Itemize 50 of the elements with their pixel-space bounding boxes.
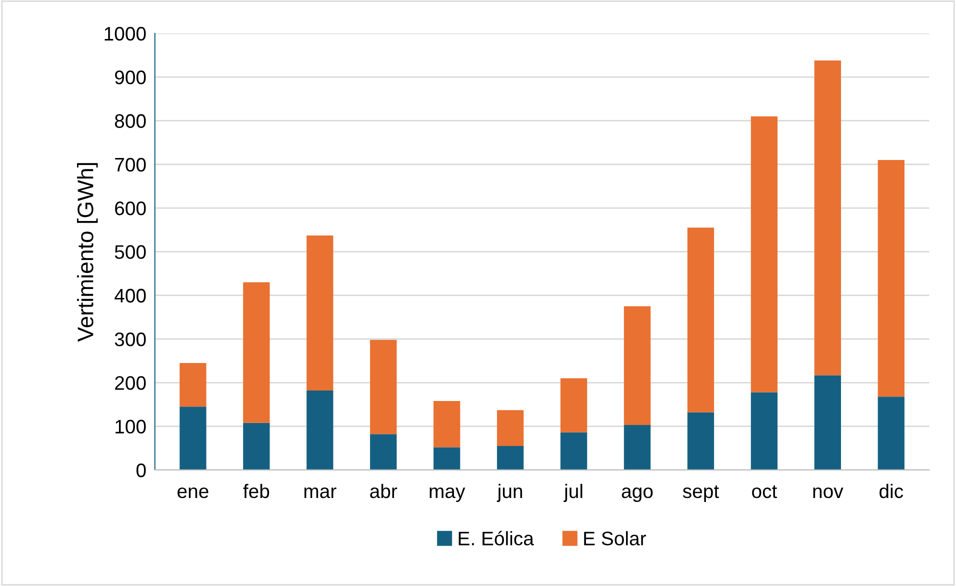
y-tick-label: 500 bbox=[114, 245, 146, 259]
bar bbox=[814, 60, 842, 376]
bar bbox=[370, 340, 397, 434]
bar bbox=[306, 390, 334, 470]
bar bbox=[624, 425, 651, 470]
y-tick-label: 600 bbox=[115, 202, 146, 216]
x-tick-label: feb bbox=[243, 484, 270, 498]
y-tick-label: 100 bbox=[116, 420, 146, 434]
y-tick-label: 400 bbox=[114, 288, 146, 303]
bar bbox=[878, 160, 904, 397]
x-tick-label: jul bbox=[564, 484, 582, 502]
bar bbox=[496, 446, 524, 470]
y-tick-label: 300 bbox=[114, 332, 146, 346]
bar bbox=[496, 410, 524, 446]
bar bbox=[434, 447, 460, 470]
y-tick-label: 800 bbox=[114, 114, 146, 128]
bar bbox=[687, 228, 714, 412]
x-tick-label: may bbox=[430, 487, 466, 502]
x-tick-label: oct bbox=[752, 485, 778, 498]
bar bbox=[180, 406, 206, 470]
bar bbox=[560, 378, 588, 432]
bar bbox=[750, 392, 778, 470]
y-tick-label: 0 bbox=[136, 463, 146, 478]
x-tick-label: jun bbox=[496, 484, 522, 502]
y-tick-label: 1000 bbox=[104, 26, 146, 41]
bar bbox=[180, 363, 206, 407]
x-tick-label: abr bbox=[370, 484, 398, 498]
bar bbox=[687, 412, 714, 470]
bar bbox=[370, 434, 397, 470]
bar bbox=[624, 306, 651, 426]
x-tick-label: nov bbox=[813, 487, 844, 498]
bar bbox=[243, 282, 270, 423]
y-tick-label: 900 bbox=[115, 70, 146, 84]
bar bbox=[434, 400, 460, 448]
x-tick-label: dic bbox=[880, 484, 904, 498]
legend-label: E. Eólica bbox=[458, 530, 534, 546]
y-tick-label: 200 bbox=[115, 376, 146, 390]
y-axis-title: Vertimiento [GWh] bbox=[77, 163, 98, 342]
bar bbox=[560, 432, 588, 470]
x-tick-label: sept bbox=[682, 485, 719, 502]
legend-label: E Solar bbox=[584, 531, 646, 546]
x-tick-label: ago bbox=[622, 487, 653, 502]
bar bbox=[243, 422, 270, 470]
x-tick-label: mar bbox=[304, 487, 336, 498]
bar bbox=[750, 116, 778, 392]
bar bbox=[878, 396, 904, 470]
x-tick-label: ene bbox=[178, 487, 208, 498]
bar bbox=[814, 375, 842, 470]
bar bbox=[306, 236, 334, 391]
y-tick-label: 700 bbox=[115, 158, 146, 172]
